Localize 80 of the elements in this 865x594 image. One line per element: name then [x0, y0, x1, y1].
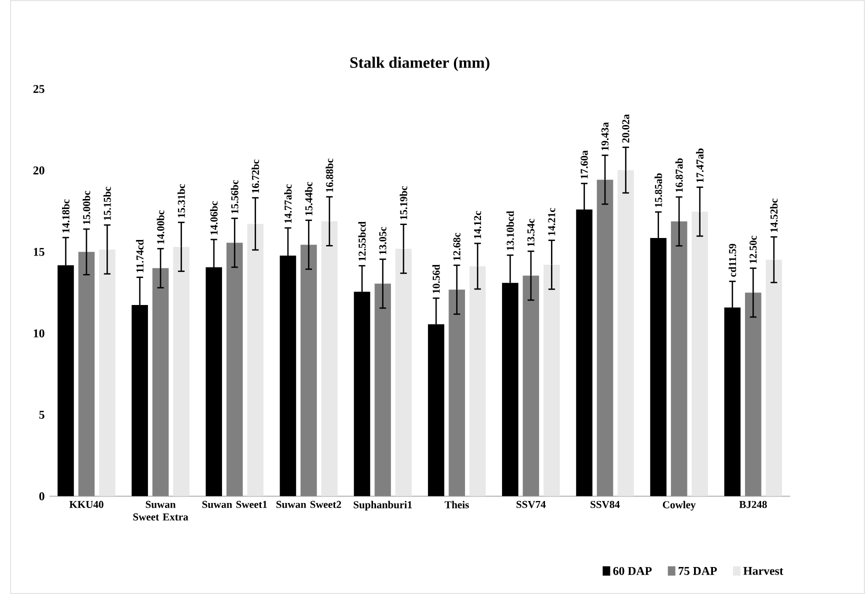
- bar: [650, 238, 666, 496]
- x-tick-label: Theis: [444, 500, 469, 508]
- bar: [724, 307, 741, 496]
- bar: [280, 256, 296, 496]
- bar: [78, 252, 95, 496]
- bar: [544, 264, 560, 496]
- bar: [395, 248, 412, 496]
- bar: [152, 268, 169, 496]
- data-label: 19.43a: [601, 122, 609, 150]
- bar: [618, 170, 634, 496]
- data-label: 14.12c: [474, 210, 482, 238]
- data-label: 16.87ab: [675, 158, 683, 192]
- chart-title: Stalk diameter (mm): [350, 56, 490, 72]
- data-label: 15.15bc: [103, 186, 111, 220]
- data-label: 15.19bc: [400, 186, 408, 220]
- data-label: 15.85ab: [654, 173, 662, 207]
- bar: [576, 209, 592, 496]
- x-tick-label: KKU40: [69, 500, 104, 508]
- bar: [354, 292, 370, 496]
- y-tick-label: 15: [34, 248, 44, 256]
- bar: [300, 244, 317, 496]
- data-label: 14.00bc: [156, 210, 164, 244]
- data-label: 16.88bc: [326, 158, 334, 192]
- bar: [58, 265, 74, 496]
- data-label: 17.47ab: [696, 148, 704, 182]
- data-label: 17.60a: [580, 150, 588, 178]
- bar: [173, 246, 190, 496]
- x-tick-label: Cowley: [662, 500, 696, 510]
- data-label: 15.56bc: [230, 180, 238, 214]
- data-label: 14.77abc: [284, 184, 292, 223]
- bar: [448, 290, 465, 496]
- legend-label: 75 DAP: [678, 566, 717, 575]
- bar: [692, 212, 708, 496]
- y-tick-label: 0: [39, 492, 44, 500]
- data-label: 12.55bcd: [358, 221, 366, 261]
- bar: [428, 324, 444, 496]
- data-label: 13.10bcd: [506, 210, 514, 250]
- bar: [469, 266, 486, 496]
- bar: [596, 180, 614, 496]
- x-tick-label: BJ248: [739, 500, 767, 508]
- bar: [670, 221, 688, 496]
- bar: [745, 292, 762, 496]
- data-label: 13.05c: [379, 226, 386, 254]
- data-label: 11.74cd: [136, 239, 144, 272]
- data-label: 15.44bc: [304, 182, 312, 216]
- bar: [522, 276, 540, 496]
- data-label: 15.31bc: [178, 184, 186, 218]
- bar: [766, 260, 782, 496]
- data-label: 20.02a: [622, 114, 630, 143]
- x-tick-label: Suphanburi1: [354, 500, 412, 510]
- y-tick-label: 5: [39, 410, 44, 419]
- data-label: 13.54c: [527, 218, 534, 246]
- data-label: 14.06bc: [210, 201, 218, 234]
- legend-label: Harvest: [743, 566, 784, 575]
- bar: [374, 284, 391, 496]
- bar: [226, 242, 243, 496]
- bar: [502, 282, 518, 496]
- x-tick-label: SSV74: [516, 500, 546, 508]
- x-tick-label: Suwan Sweet1: [202, 500, 267, 508]
- x-tick-label: Suwan Sweet Extra: [133, 500, 188, 520]
- bar: [321, 221, 338, 496]
- x-tick-label: Suwan Sweet2: [276, 500, 342, 508]
- data-label: 12.50c: [750, 236, 757, 264]
- y-tick-label: 20: [33, 166, 44, 174]
- bar: [206, 267, 222, 496]
- x-tick-label: SSV84: [590, 500, 620, 508]
- data-label: 14.52bc: [770, 198, 778, 232]
- data-label: 14.21c: [548, 208, 556, 236]
- bar: [99, 249, 116, 496]
- data-label: 12.68c: [453, 232, 460, 260]
- legend-label: 60 DAP: [613, 566, 652, 575]
- data-label: 14.18bc: [62, 199, 70, 232]
- data-label: 16.72bc: [252, 160, 260, 193]
- data-label: 10.56d: [432, 264, 440, 294]
- y-tick-label: 10: [34, 329, 44, 338]
- bar: [247, 224, 264, 496]
- bar: [132, 304, 148, 496]
- y-tick-label: 25: [33, 84, 44, 93]
- data-label: cd11.59: [728, 244, 736, 277]
- data-label: 15.00bc: [82, 190, 90, 224]
